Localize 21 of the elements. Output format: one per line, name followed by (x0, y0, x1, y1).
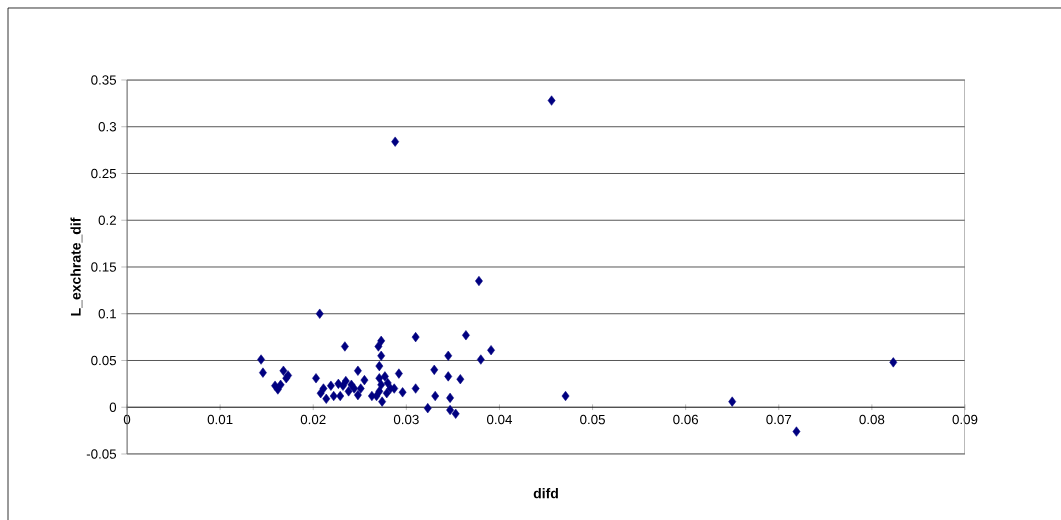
y-tick-label: -0.05 (86, 449, 117, 459)
x-tick-label: 0.07 (766, 414, 792, 425)
x-axis-title: difd (533, 488, 558, 499)
x-tick-label: 0.02 (300, 414, 326, 425)
x-tick-label: 0.05 (580, 414, 605, 425)
y-tick-label: 0.2 (98, 215, 116, 225)
x-tick-label: 0.03 (393, 414, 419, 425)
x-tick-label: 0.08 (859, 414, 885, 425)
y-axis-title: L_exchrate_dif (70, 217, 83, 316)
y-tick-label: 0.35 (91, 75, 117, 85)
y-tick-label: 0.3 (98, 122, 117, 132)
x-tick-label: 0.09 (952, 414, 978, 425)
y-tick-label: 0 (109, 402, 117, 412)
y-tick-label: 0.15 (91, 262, 117, 272)
y-tick-label: 0.05 (91, 355, 117, 366)
x-tick-label: 0.04 (486, 414, 513, 425)
x-tick-label: 0.01 (207, 414, 233, 425)
y-tick-label: 0.1 (98, 309, 116, 319)
x-tick-label: 0 (123, 414, 131, 425)
y-tick-label: 0.25 (91, 168, 117, 179)
x-tick-label: 0.06 (673, 414, 699, 425)
